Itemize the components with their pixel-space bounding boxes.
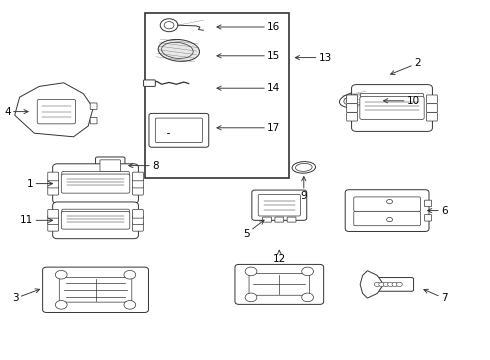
FancyBboxPatch shape <box>352 85 433 131</box>
Text: 7: 7 <box>424 289 448 303</box>
FancyBboxPatch shape <box>59 278 132 302</box>
FancyBboxPatch shape <box>424 215 432 221</box>
Ellipse shape <box>292 162 316 173</box>
FancyBboxPatch shape <box>258 194 300 216</box>
FancyBboxPatch shape <box>149 113 209 147</box>
Text: 17: 17 <box>217 123 280 133</box>
FancyBboxPatch shape <box>263 217 271 222</box>
Circle shape <box>396 282 402 287</box>
FancyBboxPatch shape <box>132 172 144 181</box>
Text: 15: 15 <box>217 51 280 61</box>
FancyBboxPatch shape <box>48 210 59 218</box>
Circle shape <box>387 217 392 222</box>
FancyBboxPatch shape <box>347 95 358 104</box>
Bar <box>145 13 289 178</box>
FancyBboxPatch shape <box>37 99 75 124</box>
Circle shape <box>387 199 392 204</box>
Text: 6: 6 <box>428 206 448 216</box>
FancyBboxPatch shape <box>426 104 438 112</box>
FancyBboxPatch shape <box>252 190 307 220</box>
Text: 4: 4 <box>4 107 28 117</box>
FancyBboxPatch shape <box>366 278 414 291</box>
FancyBboxPatch shape <box>48 179 59 188</box>
Text: 1: 1 <box>26 179 52 189</box>
Text: 16: 16 <box>217 22 280 32</box>
FancyBboxPatch shape <box>48 186 59 195</box>
FancyBboxPatch shape <box>155 118 202 143</box>
FancyBboxPatch shape <box>132 216 144 225</box>
FancyBboxPatch shape <box>53 202 138 239</box>
FancyBboxPatch shape <box>235 264 323 305</box>
Circle shape <box>55 270 67 279</box>
FancyBboxPatch shape <box>144 80 155 86</box>
Circle shape <box>245 293 257 302</box>
Circle shape <box>374 282 380 287</box>
FancyBboxPatch shape <box>132 222 144 231</box>
FancyBboxPatch shape <box>132 186 144 195</box>
Circle shape <box>392 282 398 287</box>
Circle shape <box>388 282 393 287</box>
Ellipse shape <box>158 40 199 61</box>
Circle shape <box>124 301 136 309</box>
Circle shape <box>160 19 178 32</box>
FancyBboxPatch shape <box>249 274 310 295</box>
FancyBboxPatch shape <box>275 217 284 222</box>
Text: 2: 2 <box>391 58 421 75</box>
FancyBboxPatch shape <box>62 171 129 177</box>
Text: 5: 5 <box>243 220 264 239</box>
Circle shape <box>302 293 314 302</box>
FancyBboxPatch shape <box>360 94 424 100</box>
Circle shape <box>383 282 389 287</box>
Circle shape <box>124 270 136 279</box>
FancyBboxPatch shape <box>354 211 420 226</box>
Polygon shape <box>15 83 93 137</box>
Circle shape <box>245 267 257 276</box>
FancyBboxPatch shape <box>132 210 144 218</box>
Circle shape <box>379 282 385 287</box>
Text: 3: 3 <box>12 289 40 303</box>
FancyBboxPatch shape <box>132 179 144 188</box>
FancyBboxPatch shape <box>424 200 432 207</box>
Text: 12: 12 <box>272 250 286 264</box>
FancyBboxPatch shape <box>347 112 358 121</box>
FancyBboxPatch shape <box>90 103 97 109</box>
Circle shape <box>302 267 314 276</box>
FancyBboxPatch shape <box>426 95 438 104</box>
FancyBboxPatch shape <box>426 112 438 121</box>
FancyBboxPatch shape <box>360 96 424 119</box>
FancyBboxPatch shape <box>100 160 121 171</box>
FancyBboxPatch shape <box>354 197 420 211</box>
FancyBboxPatch shape <box>48 216 59 225</box>
FancyBboxPatch shape <box>62 209 129 215</box>
FancyBboxPatch shape <box>347 104 358 112</box>
Text: 13: 13 <box>295 53 332 63</box>
Text: 9: 9 <box>300 177 307 201</box>
FancyBboxPatch shape <box>48 222 59 231</box>
FancyBboxPatch shape <box>90 117 97 124</box>
FancyBboxPatch shape <box>53 164 138 203</box>
FancyBboxPatch shape <box>61 174 130 193</box>
FancyBboxPatch shape <box>345 190 429 231</box>
FancyBboxPatch shape <box>48 172 59 181</box>
Ellipse shape <box>340 92 374 108</box>
FancyBboxPatch shape <box>287 217 296 222</box>
Text: 11: 11 <box>20 215 52 225</box>
Polygon shape <box>360 271 382 298</box>
Text: 10: 10 <box>384 96 420 106</box>
Text: 8: 8 <box>129 161 159 171</box>
Circle shape <box>55 301 67 309</box>
FancyBboxPatch shape <box>96 157 125 174</box>
Text: 14: 14 <box>217 83 280 93</box>
FancyBboxPatch shape <box>43 267 148 312</box>
FancyBboxPatch shape <box>61 211 130 229</box>
